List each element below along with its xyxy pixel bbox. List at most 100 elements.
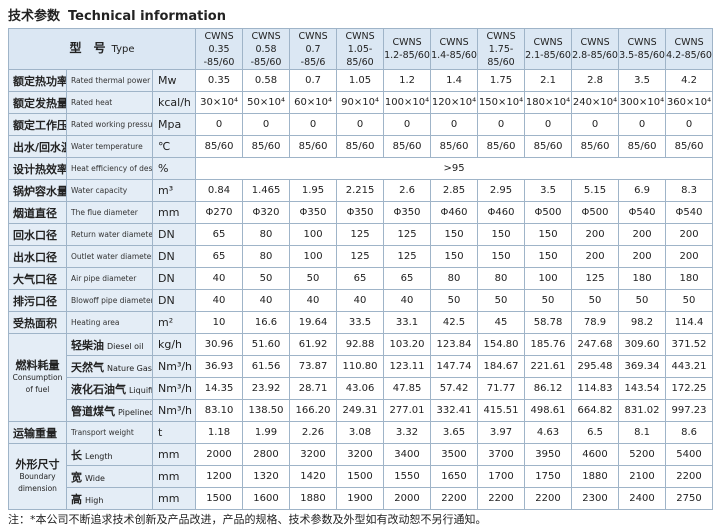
cell: 2800 (242, 443, 291, 466)
cell: 60×10⁴ (289, 91, 338, 114)
cell: 2000 (195, 443, 244, 466)
label-cn: 额定发热量 (8, 91, 67, 114)
cell: 85/60 (289, 135, 338, 158)
cell: 0 (524, 113, 573, 136)
cell: 664.82 (571, 399, 620, 422)
label-en: Return water diameter (66, 223, 153, 246)
cell: Φ270 (195, 201, 244, 224)
label-cn: 排污口径 (8, 289, 67, 312)
cell: 0.58 (242, 69, 291, 92)
model-header: CWNS 1.4-85/60 (430, 28, 479, 70)
cell: 3700 (477, 443, 526, 466)
model-header: CWNS 2.8-85/60 (571, 28, 620, 70)
cell: 369.34 (618, 355, 667, 378)
cell: 36.93 (195, 355, 244, 378)
cell: 100 (524, 267, 573, 290)
cell: 2.6 (383, 179, 432, 202)
cell: 2100 (618, 465, 667, 488)
label-en: Diesel oil (107, 341, 144, 351)
cell: 80 (242, 223, 291, 246)
cell: 0 (242, 113, 291, 136)
label-en: Liquified petroleum Gas (129, 385, 152, 395)
label-en: Water temperature (66, 135, 153, 158)
cell: 1.4 (430, 69, 479, 92)
unit: Mw (151, 69, 197, 92)
cell: 42.5 (430, 311, 479, 334)
cell: 125 (336, 223, 385, 246)
cell: 2.85 (430, 179, 479, 202)
cell: 2200 (524, 487, 573, 510)
row: 烟道直径 The flue diameter mm Φ270 Φ320 Φ350 Φ350 Φ… (8, 201, 714, 224)
cell: 221.61 (524, 355, 573, 378)
cell: 150 (430, 223, 479, 246)
cell: 47.85 (383, 377, 432, 400)
group-label: 燃料耗量 Consumption of fuel (8, 333, 67, 422)
cell: 2400 (618, 487, 667, 510)
cell: 33.5 (336, 311, 385, 334)
unit: % (151, 157, 197, 180)
row: 外形尺寸 Boundary dimension 长 Length mm 2000 2800 3… (8, 443, 714, 510)
cell: 103.20 (383, 333, 432, 356)
cell: 2.1 (524, 69, 573, 92)
cell: 3500 (430, 443, 479, 466)
model-header: CWNS 0.35 -85/60 (195, 28, 244, 70)
row: 大气口径 Air pipe diameter DN 40 50 50 65 65 80 80 100… (8, 267, 714, 290)
cell: Φ350 (289, 201, 338, 224)
cell: 200 (618, 223, 667, 246)
cell: Φ460 (430, 201, 479, 224)
cell: 50 (571, 289, 620, 312)
cell: 19.64 (289, 311, 338, 334)
cell: 1600 (242, 487, 291, 510)
cell: 92.88 (336, 333, 385, 356)
row: 受热面积 Heating area m² 10 16.6 19.64 33.5 33.1 42.… (8, 311, 714, 334)
unit: t (151, 421, 197, 444)
cell: 2000 (383, 487, 432, 510)
note: 注：*本公司不断追求技术创新及产品改进，产品的规格、技术参数及外型如有改动恕不另… (8, 513, 487, 526)
label-cn: 长 (71, 448, 82, 462)
row-label: 轻柴油 Diesel oil (66, 333, 153, 356)
cell: 200 (571, 223, 620, 246)
cell: 65 (336, 267, 385, 290)
cell: 4.2 (665, 69, 714, 92)
unit: mm (151, 201, 197, 224)
cell: 200 (571, 245, 620, 268)
unit: DN (151, 245, 197, 268)
cell: 85/60 (383, 135, 432, 158)
cell: 360×10⁴ (665, 91, 714, 114)
cell: 150 (477, 245, 526, 268)
row: 回水口径 Return water diameter DN 65 80 100 125 125… (8, 223, 714, 246)
cell: 309.60 (618, 333, 667, 356)
cell: 3200 (289, 443, 338, 466)
label-cn: 高 (71, 492, 82, 506)
cell: 125 (383, 245, 432, 268)
label-en: Nature Gas (107, 363, 152, 373)
cell: 125 (336, 245, 385, 268)
label-cn: 宽 (71, 470, 82, 484)
cell: 2750 (665, 487, 714, 510)
cell: 40 (242, 289, 291, 312)
cell: 58.78 (524, 311, 573, 334)
cell: 1320 (242, 465, 291, 488)
cell: 16.6 (242, 311, 291, 334)
cell: 0 (195, 113, 244, 136)
label-cn: 出水/回水温度 (8, 135, 67, 158)
cell: 65 (195, 245, 244, 268)
cell: 3200 (336, 443, 385, 466)
cell: 0 (336, 113, 385, 136)
label-cn: 轻柴油 (71, 338, 104, 352)
cell: 51.60 (242, 333, 291, 356)
cell: 86.12 (524, 377, 573, 400)
row: 锅炉容水量 Water capacity m³ 0.84 1.465 1.95 2.215 2… (8, 179, 714, 202)
cell: Φ460 (477, 201, 526, 224)
label-en: Rated working pressure (66, 113, 153, 136)
cell: 300×10⁴ (618, 91, 667, 114)
cell: 71.77 (477, 377, 526, 400)
row: 出水口径 Outlet water diameter DN 65 80 100 125 125… (8, 245, 714, 268)
cell: 172.25 (665, 377, 714, 400)
unit: m³ (151, 179, 197, 202)
type-cn: 型 号 (69, 41, 106, 55)
cell: 1500 (195, 487, 244, 510)
cell: 332.41 (430, 399, 479, 422)
cell: 5400 (665, 443, 714, 466)
